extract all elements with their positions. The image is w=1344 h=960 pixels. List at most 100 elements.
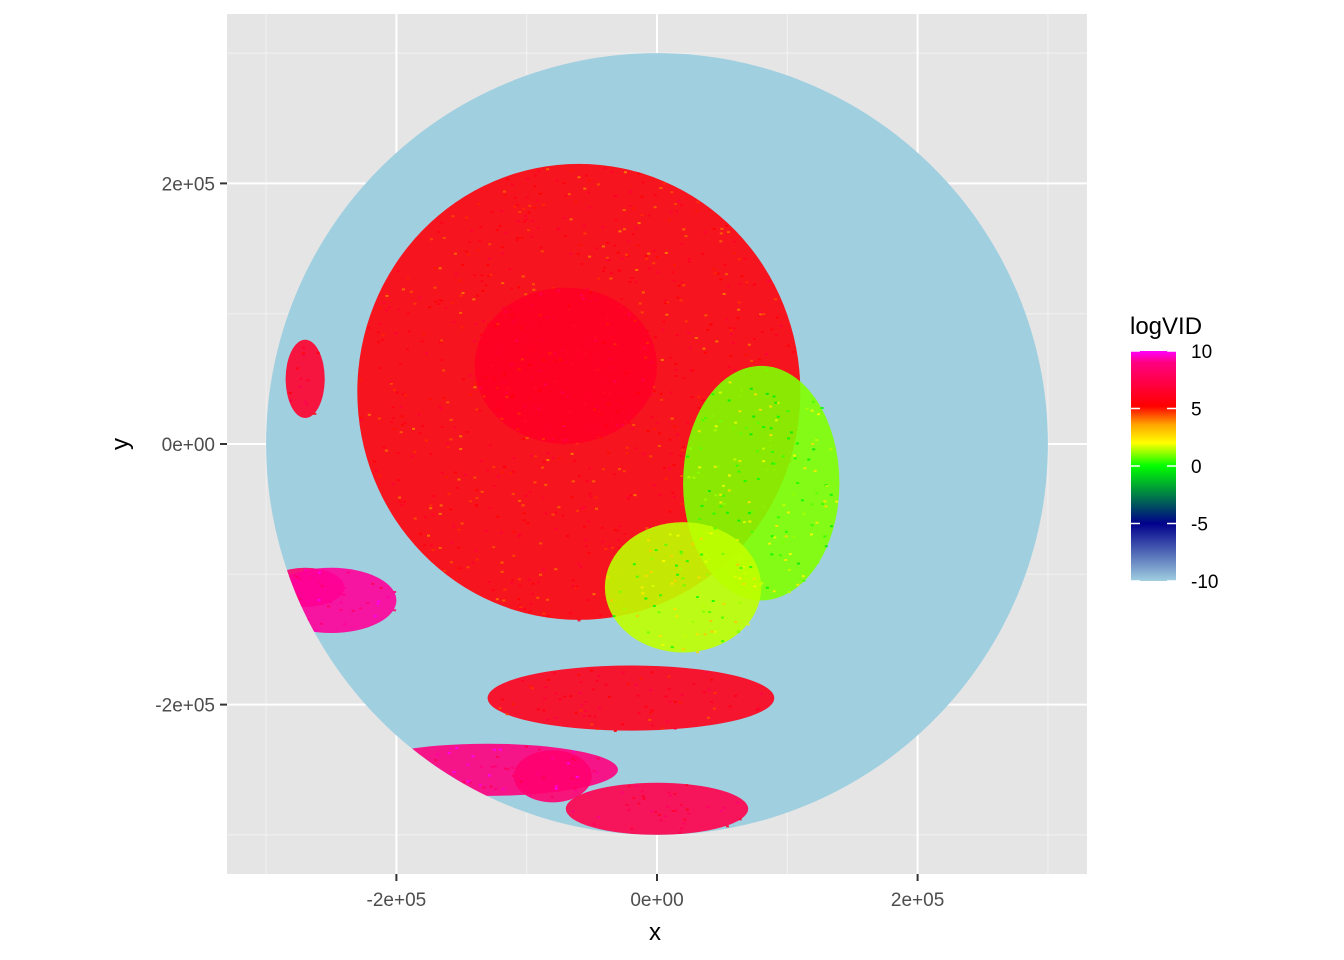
echo-pixel <box>569 695 573 698</box>
echo-pixel <box>593 408 597 411</box>
echo-pixel <box>696 201 700 204</box>
echo-pixel <box>752 577 756 580</box>
echo-pixel <box>316 351 320 354</box>
echo-pixel <box>621 671 625 674</box>
echo-pixel <box>359 379 363 382</box>
echo-pixel <box>571 757 575 760</box>
echo-pixel <box>580 507 584 510</box>
echo-pixel <box>643 347 647 350</box>
echo-pixel <box>744 353 748 356</box>
echo-pixel <box>379 586 383 589</box>
echo-pixel <box>650 724 654 727</box>
echo-pixel <box>308 576 312 579</box>
echo-pixel <box>531 582 535 585</box>
echo-pixel <box>489 785 493 788</box>
echo-pixel <box>493 765 497 768</box>
echo-pixel <box>523 405 527 408</box>
echo-pixel <box>787 437 791 440</box>
echo-pixel <box>700 553 704 556</box>
echo-pixel <box>679 204 683 207</box>
echo-pixel <box>687 260 691 263</box>
echo-pixel <box>736 801 740 804</box>
echo-pixel <box>583 232 587 235</box>
echo-pixel <box>613 528 617 531</box>
y-axis-title: y <box>107 438 134 450</box>
echo-pixel <box>398 496 402 499</box>
echo-pixel <box>551 757 555 760</box>
echo-pixel <box>628 205 632 208</box>
echo-pixel <box>714 425 718 428</box>
echo-pixel <box>403 394 407 397</box>
echo-pixel <box>738 601 742 604</box>
echo-pixel <box>594 297 598 300</box>
echo-pixel <box>478 239 482 242</box>
echo-pixel <box>709 323 713 326</box>
echo-pixel <box>731 342 735 345</box>
echo-pixel <box>663 182 667 185</box>
echo-pixel <box>521 437 525 440</box>
echo-pixel <box>795 442 799 445</box>
echo-pixel <box>534 455 538 458</box>
echo-pixel <box>682 284 686 287</box>
echo-pixel <box>774 334 778 337</box>
echo-pixel <box>550 769 554 772</box>
echo-pixel <box>529 603 533 606</box>
echo-pixel <box>393 609 397 612</box>
echo-pixel <box>571 480 575 483</box>
echo-pixel <box>517 412 521 415</box>
echo-pixel <box>677 199 681 202</box>
echo-pixel <box>650 416 654 419</box>
echo-pixel <box>393 590 397 593</box>
echo-pixel <box>719 240 723 243</box>
echo-pixel <box>573 759 577 762</box>
echo-pixel <box>567 193 571 196</box>
echo-pixel <box>306 379 310 382</box>
echo-pixel <box>391 482 395 485</box>
echo-pixel <box>573 789 577 792</box>
echo-pixel <box>702 690 706 693</box>
echo-pixel <box>520 358 524 361</box>
echo-pixel <box>605 259 609 262</box>
echo-pixel <box>304 568 308 571</box>
echo-pixel <box>739 432 743 435</box>
echo-pixel <box>413 302 417 305</box>
echo-pixel <box>616 538 620 541</box>
echo-pixel <box>465 430 469 433</box>
echo-pixel <box>746 366 750 369</box>
echo-pixel <box>681 577 685 580</box>
echo-pixel <box>472 298 476 301</box>
echo-pixel <box>438 267 442 270</box>
echo-pixel <box>644 705 648 708</box>
echo-pixel <box>652 427 656 430</box>
echo-pixel <box>389 382 393 385</box>
echo-pixel <box>387 306 391 309</box>
echo-pixel <box>546 459 550 462</box>
echo-pixel <box>506 768 510 771</box>
echo-pixel <box>307 618 311 621</box>
echo-pixel <box>695 596 699 599</box>
echo-pixel <box>574 711 578 714</box>
echo-pixel <box>640 214 644 217</box>
echo-pixel <box>747 501 751 504</box>
echo-pixel <box>391 406 395 409</box>
echo-pixel <box>706 805 710 808</box>
echo-pixel <box>659 594 663 597</box>
echo-pixel <box>569 252 573 255</box>
echo-pixel <box>419 532 423 535</box>
echo-pixel <box>524 494 528 497</box>
echo-pixel <box>381 334 385 337</box>
echo-pixel <box>317 581 321 584</box>
echo-pixel <box>586 792 590 795</box>
echo-pixel <box>639 677 643 680</box>
echo-pixel <box>633 494 637 497</box>
echo-pixel <box>664 299 668 302</box>
echo-pixel <box>317 599 321 602</box>
echo-pixel <box>589 291 593 294</box>
echo-pixel <box>680 502 684 505</box>
echo-pixel <box>656 256 660 259</box>
echo-pixel <box>687 812 691 815</box>
echo-pixel <box>650 557 654 560</box>
echo-pixel <box>539 314 543 317</box>
echo-pixel <box>637 172 641 175</box>
echo-pixel <box>508 268 512 271</box>
